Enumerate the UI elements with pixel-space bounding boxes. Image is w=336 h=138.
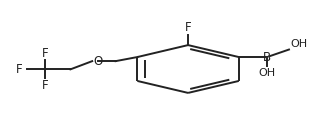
Text: OH: OH bbox=[291, 39, 308, 49]
Text: OH: OH bbox=[259, 68, 276, 78]
Text: F: F bbox=[185, 21, 192, 34]
Text: F: F bbox=[42, 79, 49, 92]
Text: F: F bbox=[42, 47, 49, 60]
Text: B: B bbox=[263, 51, 271, 63]
Text: O: O bbox=[94, 55, 103, 68]
Text: F: F bbox=[16, 63, 23, 76]
